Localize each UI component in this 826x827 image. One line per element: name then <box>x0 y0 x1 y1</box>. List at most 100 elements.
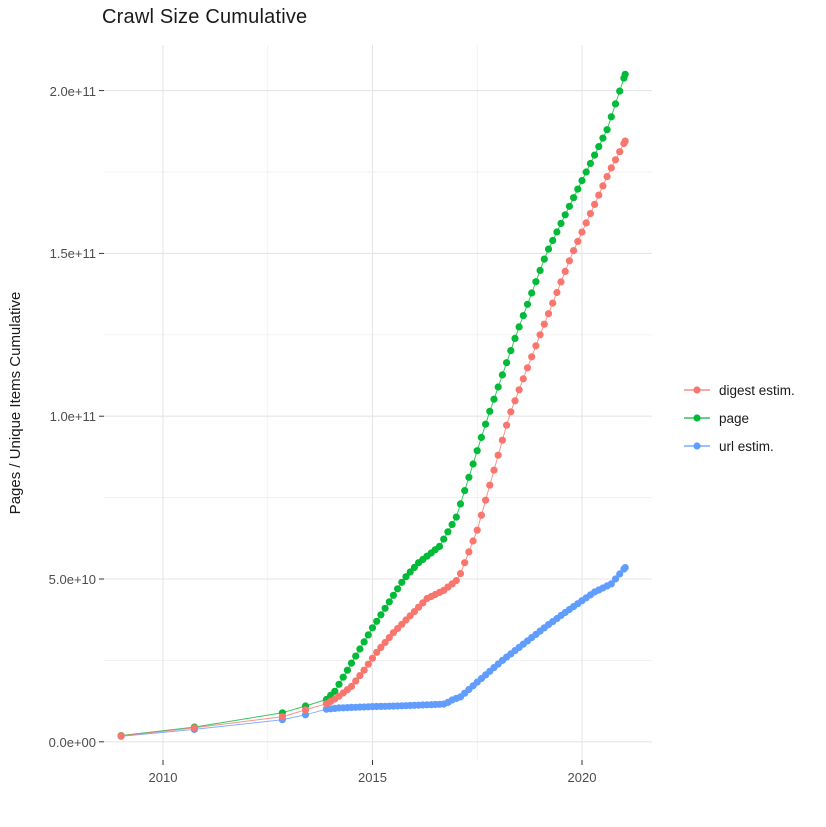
data-point <box>435 542 444 551</box>
data-point <box>557 278 565 286</box>
data-point <box>494 451 502 459</box>
data-point <box>410 563 418 572</box>
data-point <box>616 87 624 95</box>
data-point <box>368 624 377 632</box>
data-point <box>507 408 515 416</box>
legend-item-digest-estim: digest estim. <box>682 381 795 399</box>
data-point <box>607 580 615 588</box>
data-point <box>343 666 351 674</box>
data-point <box>190 724 198 732</box>
data-point <box>301 706 310 714</box>
y-tick-label: 1.5e+11 <box>49 246 96 262</box>
data-point <box>511 397 519 405</box>
series-page <box>117 70 629 740</box>
data-point <box>503 421 511 429</box>
legend-item-page: page <box>682 409 795 427</box>
data-point <box>461 559 469 567</box>
data-point <box>536 331 544 339</box>
data-point <box>599 182 607 190</box>
data-point <box>528 353 536 361</box>
data-point <box>406 568 414 576</box>
data-point <box>616 570 624 578</box>
data-point <box>389 591 397 599</box>
x-tick-label: 2010 <box>148 770 178 785</box>
y-axis-title: Pages / Unique Items Cumulative <box>7 291 24 515</box>
data-point <box>532 342 540 350</box>
data-point <box>586 210 595 218</box>
data-point <box>532 278 540 286</box>
data-point <box>591 151 599 159</box>
data-point <box>611 156 620 164</box>
series-line <box>121 140 626 737</box>
data-point <box>570 194 578 202</box>
y-tick-label: 0.0e+00 <box>48 734 96 750</box>
data-point <box>498 371 506 379</box>
data-point <box>360 638 368 646</box>
data-point <box>611 575 620 583</box>
data-point <box>381 604 389 612</box>
legend-label: url estim. <box>719 438 774 454</box>
data-point <box>519 312 527 320</box>
data-point <box>595 143 603 151</box>
data-point <box>352 652 360 660</box>
data-point <box>523 300 532 308</box>
data-point <box>482 420 490 428</box>
data-point <box>381 638 389 647</box>
data-point <box>582 168 590 176</box>
data-point <box>469 460 477 468</box>
data-point <box>477 511 485 519</box>
data-point <box>565 257 574 265</box>
series-url-estim <box>117 564 629 740</box>
data-point <box>347 682 356 691</box>
data-point <box>553 228 561 236</box>
data-point <box>461 487 469 495</box>
y-tick-label: 1.0e+11 <box>49 409 96 425</box>
data-point <box>528 289 536 297</box>
data-point <box>373 617 381 625</box>
data-point <box>507 347 515 355</box>
data-point <box>452 513 460 521</box>
data-point <box>347 659 356 667</box>
data-point <box>482 496 490 504</box>
data-point <box>456 570 465 578</box>
data-point <box>586 159 595 168</box>
data-point <box>356 672 364 680</box>
legend-dot-icon <box>693 386 701 394</box>
data-point <box>553 288 561 297</box>
data-point <box>621 70 629 78</box>
data-point <box>603 126 611 134</box>
data-point <box>591 200 599 208</box>
data-point <box>561 211 569 219</box>
data-point <box>574 237 582 245</box>
data-point <box>536 266 544 274</box>
chart-title: Crawl Size Cumulative <box>102 6 308 28</box>
data-point <box>398 578 406 586</box>
legend-dot-icon <box>693 414 701 422</box>
data-point <box>519 375 527 383</box>
data-point <box>377 643 385 652</box>
data-point <box>603 173 611 181</box>
legend-key-page <box>684 414 710 422</box>
data-point <box>440 535 448 543</box>
x-tick-label: 2015 <box>358 770 387 785</box>
data-point <box>402 573 410 581</box>
data-point <box>511 334 519 342</box>
data-point <box>364 631 372 639</box>
data-point <box>611 100 620 108</box>
data-point <box>599 134 607 142</box>
data-point <box>352 677 360 685</box>
data-point <box>452 577 460 585</box>
data-point <box>544 245 553 253</box>
data-point <box>523 364 532 372</box>
data-point <box>549 299 557 307</box>
data-point <box>549 236 557 245</box>
data-point <box>117 732 125 740</box>
data-point <box>456 500 465 508</box>
data-point <box>385 598 393 606</box>
data-point <box>473 526 481 534</box>
y-tick-label: 5.0e+10 <box>48 572 96 587</box>
data-point <box>595 191 603 199</box>
data-point <box>377 611 385 619</box>
legend-dot-icon <box>693 442 701 450</box>
